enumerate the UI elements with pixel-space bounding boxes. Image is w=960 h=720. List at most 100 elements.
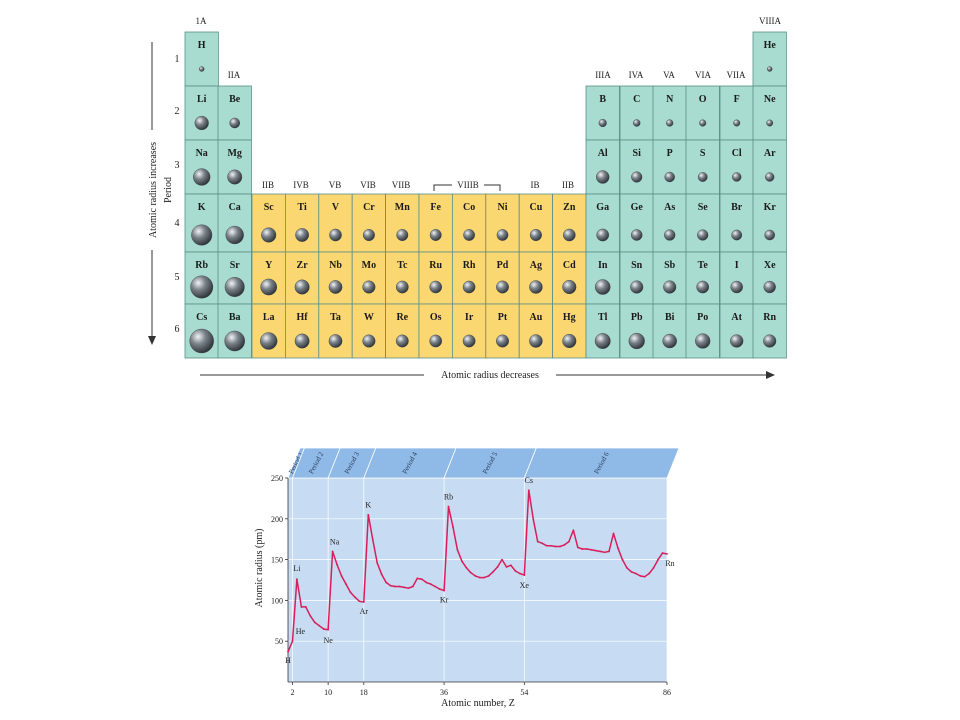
atom-sphere-icon [362, 334, 376, 348]
period-label: 5 [175, 272, 180, 283]
element-cell-be: Be [217, 85, 252, 141]
period-band: Period 3 [327, 447, 377, 479]
data-point [300, 606, 303, 608]
data-point [599, 550, 602, 553]
element-symbol: Hf [297, 312, 309, 323]
element-annotation: Rn [665, 559, 674, 568]
element-symbol: V [332, 202, 340, 213]
element-annotation: Cs [525, 476, 533, 485]
chart-series [287, 489, 668, 653]
data-point [545, 544, 548, 547]
atom-sphere-icon [529, 229, 542, 241]
atom-sphere-icon [696, 280, 710, 294]
period-band: Period 6 [523, 447, 680, 479]
group-label: VIIIB [457, 180, 479, 190]
atom-sphere-icon [429, 280, 442, 294]
atom-sphere-icon [630, 280, 644, 294]
atom-sphere-icon [193, 168, 211, 186]
plot-area [288, 478, 667, 682]
element-symbol: Si [633, 148, 642, 159]
data-point [634, 572, 637, 575]
data-point [487, 575, 490, 577]
group-label: VB [329, 180, 342, 190]
element-cell-ti: Ti [284, 193, 320, 253]
group-label: IVA [629, 70, 644, 80]
element-cell-o: O [685, 85, 720, 141]
data-point [532, 517, 535, 520]
element-cell-cl: Cl [719, 139, 754, 195]
element-symbol: Ca [229, 202, 241, 213]
atom-sphere-icon [628, 332, 645, 350]
element-cell-k: K [184, 193, 219, 253]
element-cell-pb: Pb [619, 303, 654, 359]
data-point [576, 546, 579, 549]
element-symbol: O [699, 94, 707, 105]
y-tick-label: 100 [271, 596, 283, 605]
atom-sphere-icon [732, 172, 742, 182]
data-point [358, 600, 361, 603]
element-symbol: F [734, 94, 740, 105]
element-symbol: Cs [196, 312, 207, 323]
element-cell-c: C [619, 85, 654, 141]
atom-sphere-icon [496, 229, 509, 241]
element-cell-fe: Fe [418, 193, 453, 253]
data-point [389, 584, 392, 587]
element-cell-at: At [719, 303, 754, 359]
x-tick-label: 54 [520, 688, 528, 697]
element-cell-sb: Sb [652, 251, 687, 305]
group-label: IIIA [595, 70, 611, 80]
atom-sphere-icon [763, 334, 777, 348]
data-point [505, 566, 508, 568]
element-annotation: Li [293, 564, 301, 573]
x-tick-label: 86 [663, 688, 671, 697]
element-symbol: H [198, 40, 206, 51]
element-cell-ga: Ga [585, 193, 620, 253]
element-symbol: P [667, 148, 673, 159]
data-point [514, 570, 517, 572]
period-label: 6 [175, 324, 180, 335]
data-point [380, 573, 383, 576]
element-symbol: Al [598, 148, 608, 159]
element-cell-mg: Mg [217, 139, 252, 195]
atom-sphere-icon [463, 229, 475, 241]
element-symbol: As [664, 202, 675, 213]
element-cell-mn: Mn [385, 193, 420, 253]
element-symbol: Co [463, 202, 475, 213]
data-point [510, 564, 512, 567]
element-cell-he: He [752, 31, 787, 87]
element-annotation: K [365, 501, 371, 510]
period-axis-arrowhead [148, 336, 156, 345]
element-symbol: Rh [463, 260, 476, 271]
element-annotation: Rb [444, 493, 453, 502]
group-label: IB [531, 180, 540, 190]
atom-sphere-icon [562, 279, 577, 295]
data-point [291, 640, 294, 643]
bottom-axis-label: Atomic radius decreases [441, 370, 539, 381]
element-cell-br: Br [719, 193, 754, 253]
element-cell-te: Te [685, 251, 720, 305]
x-tick-label: 2 [290, 688, 294, 697]
atom-sphere-icon [767, 66, 773, 72]
data-point [536, 540, 539, 543]
period-labels: 1 2 3 4 5 6 [175, 54, 180, 335]
data-point [501, 558, 503, 561]
data-point [349, 591, 352, 594]
group-label: 1A [196, 16, 208, 26]
data-point [425, 581, 428, 584]
element-cell-pd: Pd [485, 251, 520, 305]
element-symbol: Ti [297, 202, 306, 213]
data-point [438, 588, 441, 590]
element-cell-tl: Tl [585, 303, 620, 359]
atom-sphere-icon [563, 228, 576, 242]
element-symbol: Mg [227, 148, 241, 159]
data-point [625, 566, 628, 569]
element-cell-bi: Bi [652, 303, 687, 359]
data-point [398, 585, 401, 588]
element-cell-mo: Mo [351, 251, 387, 305]
data-point [411, 585, 414, 588]
data-point [554, 545, 557, 548]
data-point [559, 545, 561, 548]
element-cell-in: In [585, 251, 620, 305]
element-symbol: Ga [596, 202, 609, 213]
atom-sphere-icon [731, 229, 743, 241]
